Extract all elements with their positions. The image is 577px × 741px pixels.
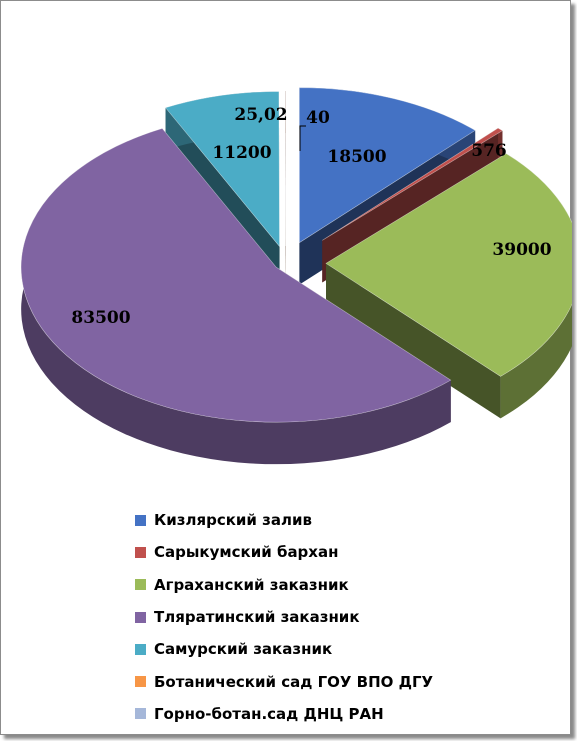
legend-item: Тляратинский заказник: [135, 601, 433, 633]
legend-label: Горно-ботан.сад ДНЦ РАН: [154, 704, 384, 723]
legend-item: Горно-ботан.сад ДНЦ РАН: [135, 698, 433, 730]
legend-label: Самурский заказник: [154, 640, 333, 659]
legend-item: Аграханский заказник: [135, 569, 433, 601]
data-label-3: 83500: [71, 308, 130, 328]
data-label-6: 40: [306, 108, 330, 128]
pie-slice-3-wall: [21, 128, 451, 465]
data-label-0: 18500: [327, 147, 386, 167]
legend-label: Кизлярский залив: [154, 511, 312, 530]
pie-slice-1: [322, 127, 503, 241]
pie-slice-2-cut-face-end: [325, 263, 501, 419]
legend-swatch: [135, 611, 146, 623]
pie-slice-2: [325, 153, 572, 377]
legend-item: Ботанический сад ГОУ ВПО ДГУ: [135, 665, 433, 697]
legend-label: Сарыкумский бархан: [154, 543, 339, 562]
legend-label: Ботанический сад ГОУ ВПО ДГУ: [154, 672, 434, 691]
legend-label: Тляратинский заказник: [154, 608, 360, 627]
legend-swatch: [135, 579, 146, 591]
data-label-2: 39000: [492, 240, 551, 260]
legend-swatch: [135, 514, 146, 526]
legend-swatch: [135, 676, 146, 688]
legend-swatch: [135, 643, 146, 655]
legend-item: Самурский заказник: [135, 633, 433, 665]
data-label-1: 576: [471, 141, 507, 161]
leader-line: [299, 125, 306, 151]
data-label-5: 25,02: [234, 105, 287, 125]
data-label-4: 11200: [212, 143, 271, 163]
chart-legend: Кизлярский залив Сарыкумский бархан Аграха…: [135, 504, 433, 730]
pie-slice-3: [20, 128, 452, 423]
pie-slice-4: [165, 91, 280, 248]
legend-swatch: [135, 708, 146, 720]
pie-chart: 18500 576 39000 83500 11200 25,02 40: [20, 87, 572, 465]
pie-slice-0: [299, 87, 476, 244]
legend-item: Кизлярский залив: [135, 504, 433, 536]
legend-label: Аграханский заказник: [154, 575, 349, 594]
legend-swatch: [135, 546, 146, 558]
legend-item: Сарыкумский бархан: [135, 536, 433, 568]
